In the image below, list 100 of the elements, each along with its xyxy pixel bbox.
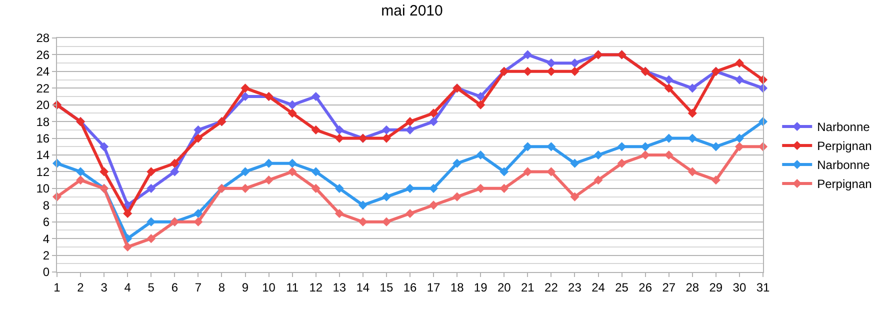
point <box>734 75 744 84</box>
point <box>546 142 556 152</box>
point <box>76 176 86 185</box>
point <box>194 208 203 218</box>
point <box>382 134 392 143</box>
point <box>334 184 344 193</box>
point <box>146 167 156 176</box>
y-tick-label: 26 <box>36 48 50 62</box>
point <box>311 125 320 134</box>
point <box>334 208 344 218</box>
y-tick-label: 12 <box>36 164 50 179</box>
point <box>570 158 580 168</box>
point <box>594 176 603 185</box>
y-tick-label: 14 <box>36 148 50 162</box>
point <box>664 84 674 93</box>
point <box>617 158 626 168</box>
point <box>100 167 109 176</box>
point <box>688 108 697 118</box>
point <box>264 158 274 168</box>
x-tick-label: 30 <box>732 280 746 294</box>
chart-title: mai 2010 <box>381 2 443 20</box>
x-tick-label: 16 <box>403 280 417 294</box>
point <box>405 125 415 134</box>
legend-label: Perpignan <box>817 139 872 154</box>
point <box>334 134 344 143</box>
x-tick-label: 27 <box>662 280 676 294</box>
y-tick-label: 28 <box>36 31 50 46</box>
point <box>734 58 744 68</box>
point <box>170 167 180 176</box>
point <box>523 50 532 60</box>
point <box>311 92 320 102</box>
point <box>382 125 392 134</box>
point <box>382 217 392 226</box>
point <box>640 150 650 160</box>
point <box>688 167 697 176</box>
point <box>405 184 415 193</box>
x-tick-label: 26 <box>638 280 652 294</box>
y-tick-label: 4 <box>42 232 50 246</box>
x-tick-label: 24 <box>592 280 606 294</box>
y-tick-label: 24 <box>36 64 50 79</box>
point <box>711 176 720 185</box>
point <box>311 167 320 176</box>
x-tick-label: 7 <box>194 280 202 294</box>
point <box>358 217 368 226</box>
x-tick-label: 1 <box>54 280 61 294</box>
point <box>240 84 250 93</box>
x-tick-label: 2 <box>77 280 84 294</box>
x-tick-label: 13 <box>332 280 346 294</box>
point <box>288 100 297 110</box>
point <box>734 142 744 152</box>
legend-label: Narbonne <box>817 158 870 172</box>
y-tick-label: 8 <box>42 198 50 212</box>
point <box>100 142 109 152</box>
y-tick-label: 2 <box>42 248 50 262</box>
x-tick-label: 29 <box>709 280 723 294</box>
x-tick-label: 9 <box>242 280 249 294</box>
y-tick-label: 0 <box>42 265 50 280</box>
point <box>476 100 486 110</box>
x-tick-label: 3 <box>100 280 108 294</box>
point <box>405 117 415 126</box>
point <box>170 158 180 168</box>
x-tick-label: 11 <box>286 280 299 294</box>
point <box>428 117 438 126</box>
x-tick-label: 17 <box>426 280 441 294</box>
legend-label: Narbonne <box>817 120 870 134</box>
y-tick-label: 22 <box>36 81 50 96</box>
point <box>476 92 486 102</box>
point <box>264 176 274 185</box>
point <box>428 108 438 118</box>
x-tick-label: 18 <box>450 280 464 294</box>
point <box>617 142 626 152</box>
point <box>664 75 674 84</box>
legend-label: Perpignan <box>817 177 872 192</box>
point <box>194 125 203 134</box>
x-tick-label: 4 <box>124 280 132 294</box>
y-tick-label: 18 <box>36 114 50 129</box>
x-tick-label: 5 <box>148 280 155 294</box>
y-tick-label: 20 <box>36 98 50 112</box>
point <box>311 184 320 193</box>
point <box>146 184 156 193</box>
point <box>734 134 744 143</box>
point <box>194 134 203 143</box>
point <box>500 184 509 193</box>
point <box>358 200 368 210</box>
point <box>688 84 697 93</box>
x-tick-label: 20 <box>497 280 512 294</box>
point <box>288 108 297 118</box>
point <box>594 150 603 160</box>
point <box>428 200 438 210</box>
x-tick-label: 10 <box>262 280 276 294</box>
point <box>500 167 509 176</box>
x-tick-label: 28 <box>686 280 700 294</box>
point <box>452 158 462 168</box>
x-tick-label: 14 <box>356 280 370 294</box>
point <box>288 167 297 176</box>
point <box>428 184 438 193</box>
point <box>76 167 86 176</box>
x-tick-label: 23 <box>568 280 582 294</box>
x-tick-label: 12 <box>309 280 323 294</box>
x-tick-label: 15 <box>380 280 394 294</box>
